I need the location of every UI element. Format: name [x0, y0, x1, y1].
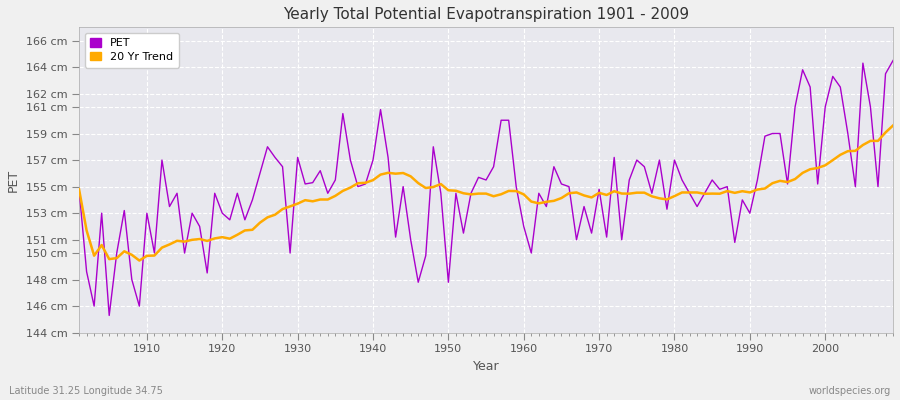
- Line: PET: PET: [79, 60, 893, 316]
- 20 Yr Trend: [526, 199, 536, 204]
- 20 Yr Trend: [518, 192, 529, 197]
- PET: [353, 184, 364, 189]
- PET: [307, 180, 318, 185]
- 20 Yr Trend: [307, 199, 318, 204]
- PET: [104, 313, 114, 318]
- Legend: PET, 20 Yr Trend: PET, 20 Yr Trend: [85, 33, 179, 68]
- 20 Yr Trend: [141, 254, 152, 258]
- PET: [616, 237, 627, 242]
- X-axis label: Year: Year: [472, 360, 500, 373]
- 20 Yr Trend: [134, 258, 145, 263]
- PET: [74, 187, 85, 192]
- PET: [526, 251, 536, 256]
- Y-axis label: PET: PET: [7, 168, 20, 192]
- 20 Yr Trend: [74, 187, 85, 192]
- Line: 20 Yr Trend: 20 Yr Trend: [79, 126, 893, 260]
- 20 Yr Trend: [616, 191, 627, 196]
- PET: [887, 58, 898, 63]
- 20 Yr Trend: [353, 181, 364, 186]
- Text: Latitude 31.25 Longitude 34.75: Latitude 31.25 Longitude 34.75: [9, 386, 163, 396]
- PET: [518, 224, 529, 229]
- 20 Yr Trend: [887, 123, 898, 128]
- Text: worldspecies.org: worldspecies.org: [809, 386, 891, 396]
- PET: [141, 211, 152, 216]
- Title: Yearly Total Potential Evapotranspiration 1901 - 2009: Yearly Total Potential Evapotranspiratio…: [283, 7, 689, 22]
